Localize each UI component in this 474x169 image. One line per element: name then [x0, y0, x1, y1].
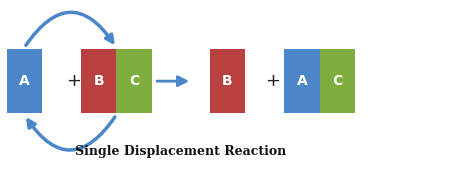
Bar [81, 49, 117, 113]
Text: A: A [19, 74, 30, 88]
Text: +: + [66, 72, 82, 90]
Text: Single Displacement Reaction: Single Displacement Reaction [75, 145, 286, 158]
Text: +: + [265, 72, 280, 90]
Bar [7, 49, 42, 113]
Bar [210, 49, 245, 113]
FancyArrowPatch shape [28, 117, 115, 150]
Text: C: C [332, 74, 343, 88]
FancyArrowPatch shape [26, 12, 113, 45]
Text: B: B [222, 74, 233, 88]
Text: B: B [93, 74, 104, 88]
Text: C: C [129, 74, 139, 88]
Text: A: A [297, 74, 307, 88]
Bar [117, 49, 152, 113]
Bar [284, 49, 319, 113]
Bar [319, 49, 355, 113]
